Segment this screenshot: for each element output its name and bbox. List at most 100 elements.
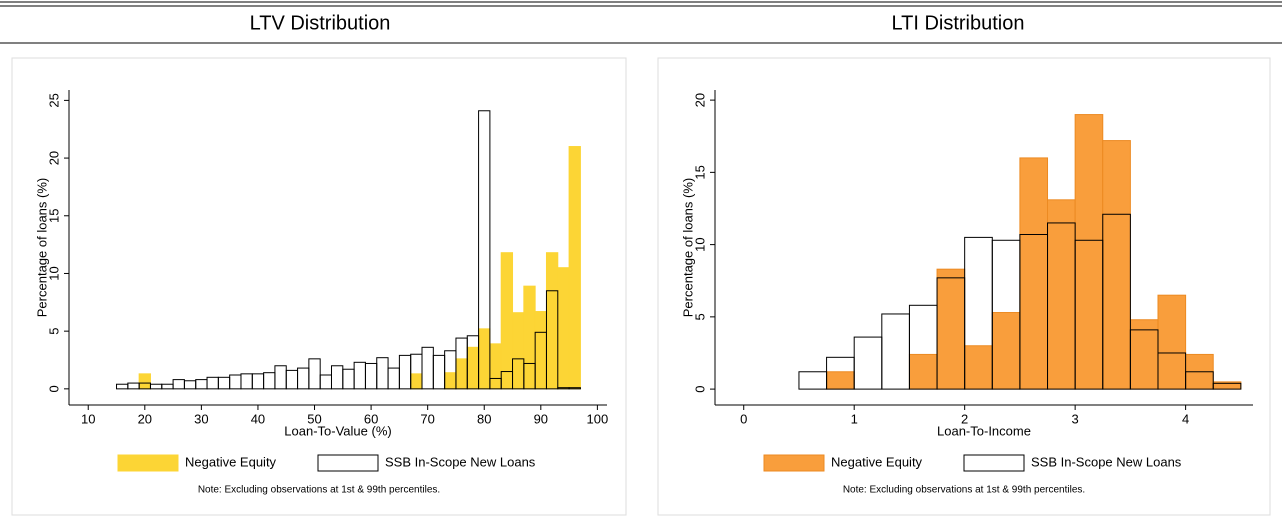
bar (512, 358, 525, 390)
y-tick-label: 5 (692, 313, 707, 320)
x-tick-label: 2 (961, 411, 968, 426)
x-tick-label: 60 (364, 411, 378, 426)
note: Note: Excluding observations at 1st & 99… (198, 485, 440, 496)
bar (421, 346, 434, 390)
bar (557, 387, 570, 390)
bar (908, 304, 938, 390)
x-tick-label: 90 (534, 411, 548, 426)
bar (908, 353, 938, 390)
x-tick-label: 40 (251, 411, 265, 426)
bar (964, 236, 993, 390)
x-axis-label: Loan-To-Income (937, 423, 1031, 438)
x-tick-label: 70 (420, 411, 434, 426)
y-axis-label: Percentage of loans (%) (680, 178, 695, 317)
bar (991, 239, 1021, 390)
legend-swatch (117, 454, 179, 472)
bar (500, 252, 514, 390)
y-tick-label: 20 (46, 151, 61, 165)
bar (444, 350, 457, 390)
legend-label: Negative Equity (185, 454, 277, 469)
x-tick-label: 20 (138, 411, 152, 426)
legend-label: Negative Equity (831, 454, 923, 469)
panel-frame (657, 57, 1271, 516)
y-tick-label: 0 (692, 385, 707, 392)
bar (455, 337, 468, 390)
bar (798, 371, 828, 390)
bar (229, 374, 242, 390)
panel-frame (11, 57, 627, 516)
chart-title: LTV Distribution (250, 12, 391, 34)
bar (410, 353, 423, 390)
bar (964, 345, 993, 390)
y-tick-label: 15 (46, 209, 61, 223)
bar (376, 357, 389, 390)
bar (500, 371, 514, 390)
bar (116, 383, 129, 390)
bar (478, 110, 491, 390)
y-tick-label: 10 (46, 266, 61, 280)
bar (881, 313, 910, 390)
bar (1129, 319, 1159, 390)
bar (1102, 140, 1131, 390)
bar (1157, 352, 1187, 390)
bar (206, 376, 219, 390)
y-tick-label: 0 (46, 385, 61, 392)
bar (1212, 382, 1242, 390)
bar (342, 368, 355, 390)
note: Note: Excluding observations at 1st & 99… (843, 485, 1085, 496)
bar (183, 380, 197, 390)
legend-label: SSB In-Scope New Loans (385, 454, 536, 469)
bar (398, 354, 412, 390)
y-tick-label: 25 (46, 93, 61, 107)
bar (217, 376, 231, 390)
y-tick-label: 20 (692, 93, 707, 107)
bar (568, 146, 581, 390)
x-axis-label: Loan-To-Value (%) (284, 423, 391, 438)
bar (557, 267, 570, 390)
bar (1074, 239, 1104, 390)
y-tick-label: 5 (46, 328, 61, 335)
y-axis-label: Percentage of loans (%) (34, 178, 49, 317)
bar (1102, 213, 1131, 390)
bar (387, 367, 400, 390)
legend-swatch (763, 454, 825, 472)
bar (308, 358, 321, 390)
x-tick-label: 80 (477, 411, 491, 426)
bar (127, 382, 140, 390)
bar (364, 362, 378, 390)
legend-swatch (963, 454, 1025, 472)
chart-title: LTI Distribution (891, 12, 1024, 34)
bar (353, 361, 366, 390)
x-tick-label: 4 (1182, 411, 1189, 426)
bar (853, 336, 883, 390)
x-tick-label: 30 (194, 411, 208, 426)
bar (432, 354, 446, 390)
bar (195, 379, 208, 390)
bar (545, 290, 559, 390)
bar (330, 365, 344, 390)
bar (1129, 329, 1159, 390)
bar (251, 373, 265, 390)
x-tick-label: 100 (587, 411, 609, 426)
bar (138, 382, 151, 390)
x-tick-label: 1 (851, 411, 858, 426)
bar (263, 372, 276, 390)
bar (1047, 222, 1076, 390)
bar (161, 383, 174, 390)
bar (826, 356, 855, 390)
x-tick-label: 50 (307, 411, 321, 426)
bar (568, 387, 581, 390)
bar (297, 367, 310, 390)
bar (240, 373, 253, 390)
legend-label: SSB In-Scope New Loans (1031, 454, 1182, 469)
y-tick-label: 10 (692, 237, 707, 251)
bar (523, 362, 536, 390)
y-tick-label: 15 (692, 165, 707, 179)
bar (1019, 233, 1049, 390)
bar (319, 374, 332, 390)
x-tick-label: 0 (740, 411, 747, 426)
bar (172, 379, 185, 390)
bar (489, 377, 502, 390)
bar (149, 383, 163, 390)
